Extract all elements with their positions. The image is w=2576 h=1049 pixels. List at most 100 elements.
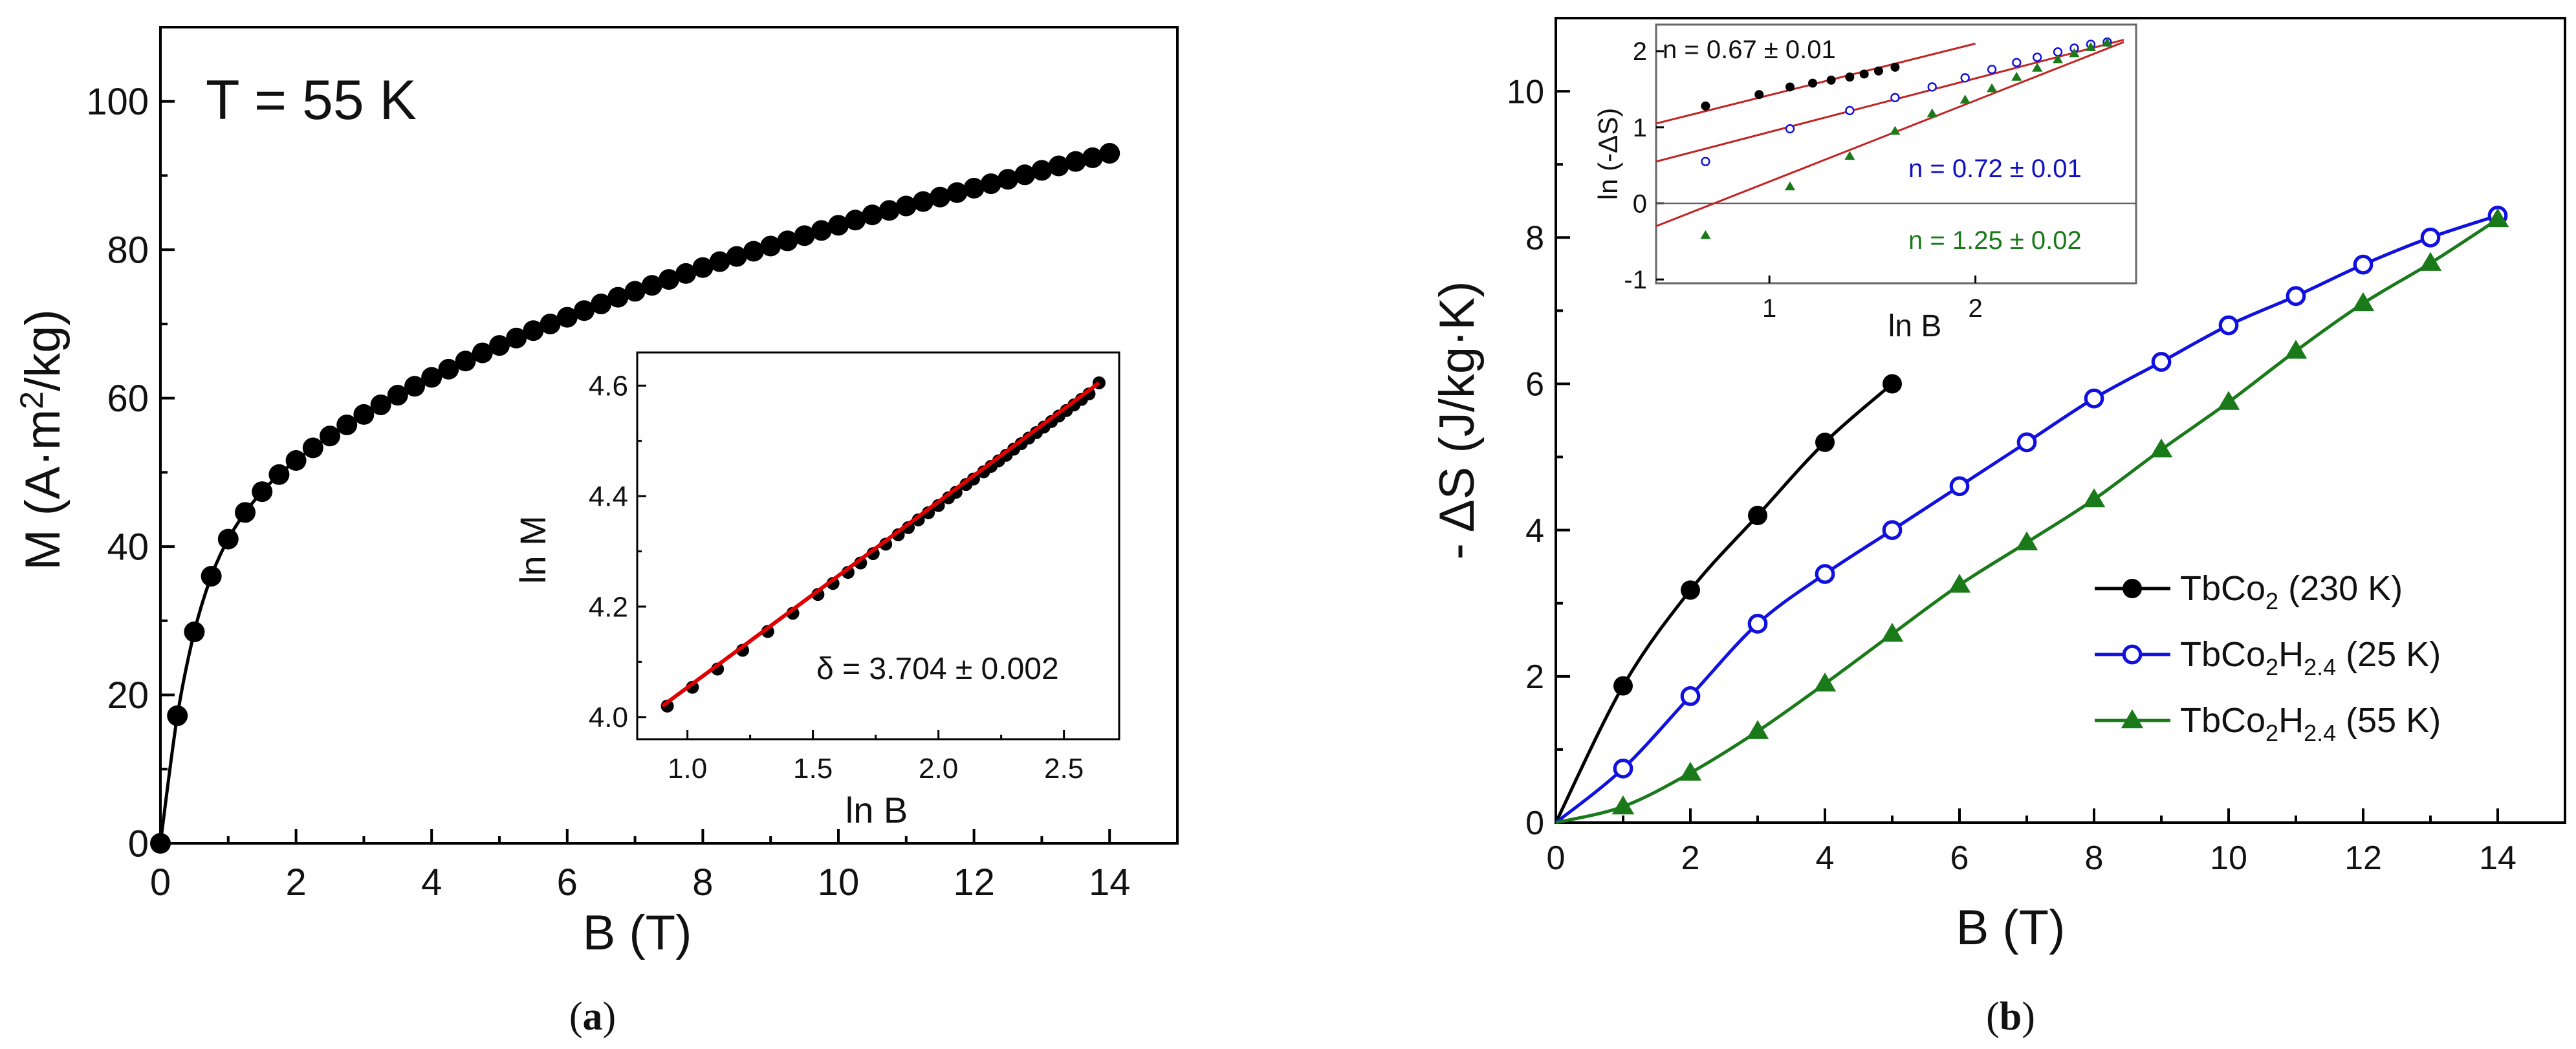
data-point (963, 177, 985, 199)
x-tick-label: 0 (150, 861, 171, 903)
inset-data-point (1808, 78, 1818, 88)
data-point (404, 376, 425, 397)
panel-b-label-letter: b (2000, 995, 2022, 1039)
panel-a-inset: 1.0 1.5 2.0 2.5 4.0 4.2 4.4 4.6 δ = 3.704 ± 0.… (512, 351, 1120, 830)
x-tick-label: 10 (2210, 839, 2247, 877)
series-line-1 (1554, 382, 1894, 824)
inset-fit-line (1655, 41, 2124, 228)
x-tick-label: 14 (1089, 861, 1131, 903)
legend-label-part: 2 (2265, 588, 2278, 614)
data-point (2151, 352, 2172, 372)
inset-data-point (1785, 124, 1795, 134)
panel-a-y-axis-label-end: /kg) (16, 309, 71, 391)
data-point (624, 281, 646, 302)
data-point (2419, 252, 2442, 271)
data-point (1681, 580, 1700, 600)
legend-label-part: 2 (2265, 720, 2278, 746)
legend-label-part: TbCo (2180, 569, 2265, 608)
data-point (1611, 795, 1635, 815)
data-point (895, 195, 917, 217)
panel-a-annotation: T = 55 K (206, 69, 417, 131)
legend-label: TbCo2H2.4 (25 K) (2180, 635, 2441, 680)
data-point (455, 351, 476, 372)
panel-b-label: (b) (1986, 995, 2035, 1039)
inset-data-point (2069, 48, 2080, 58)
y-tick-label: 4 (1525, 512, 1544, 550)
panel-a-inset-y-ticks: 4.0 4.2 4.4 4.6 (589, 371, 646, 733)
data-point (184, 622, 205, 643)
data-point (777, 230, 798, 252)
y-tick-label: 4.4 (589, 481, 628, 513)
data-point (217, 528, 239, 550)
y-tick-label: 40 (107, 526, 149, 568)
x-tick-label: 6 (1950, 839, 1969, 877)
panel-b-series (1554, 205, 2509, 825)
data-point (1881, 622, 1904, 642)
panel-a-y-axis-label-sup: 2 (14, 391, 50, 409)
data-point (930, 186, 951, 208)
y-tick-label: 4.0 (589, 702, 628, 733)
x-tick-label: 4 (421, 861, 442, 903)
panel-b-y-axis-label: - ΔS (J/kg·K) (1430, 281, 1485, 560)
inset-data-point (2052, 54, 2064, 63)
inset-data-point (2012, 58, 2022, 67)
data-point (574, 300, 595, 321)
data-point (1099, 143, 1120, 164)
data-point (201, 565, 222, 587)
legend-label-part: TbCo (2180, 701, 2265, 740)
data-point (2084, 388, 2104, 409)
inset-data-point (1960, 73, 1970, 83)
y-tick-label: 0 (1525, 805, 1544, 842)
data-point (387, 385, 408, 406)
inset-data-point (1784, 181, 1796, 191)
inset-data-point (1859, 69, 1869, 79)
data-point (692, 257, 714, 278)
inset-data-point (2085, 42, 2096, 51)
legend-marker (2123, 579, 2142, 598)
x-tick-label: 2 (1681, 839, 1700, 877)
panel-a-x-axis-label: B (T) (583, 905, 692, 960)
data-point (2352, 292, 2375, 312)
x-tick-label: 1.5 (793, 753, 833, 784)
legend-label-part: 2.4 (2304, 720, 2336, 746)
x-tick-label: 2.0 (919, 753, 958, 784)
data-point (167, 705, 188, 726)
y-tick-label: 2 (1525, 658, 1544, 696)
x-tick-label: 12 (2344, 839, 2382, 877)
data-point (1948, 574, 1971, 593)
legend-label-part: 2 (2265, 654, 2278, 680)
data-point (946, 182, 968, 203)
data-point (811, 220, 832, 241)
panel-a-x-ticks: 0 2 4 6 8 10 12 14 (150, 829, 1131, 903)
data-point (285, 450, 307, 471)
y-tick-label: 2 (1633, 38, 1647, 66)
x-tick-label: 14 (2479, 839, 2516, 877)
data-point (998, 169, 1018, 190)
inset-data-point (1927, 82, 1937, 92)
data-point (1949, 476, 1970, 497)
y-tick-label: 60 (107, 378, 149, 420)
panel-a-y-ticks: 0 20 40 60 80 100 (86, 81, 175, 865)
x-tick-label: 8 (2085, 839, 2104, 877)
inset-data-point (1700, 230, 1711, 239)
panel-a-inset-y-axis-label: ln M (512, 515, 553, 584)
inset-data-point (1826, 75, 1836, 85)
x-tick-label: 2 (1968, 294, 1982, 323)
data-point (794, 225, 815, 246)
inset-data-point (2011, 72, 2022, 81)
data-point (1031, 160, 1053, 181)
x-tick-label: 4 (1816, 839, 1835, 877)
y-tick-label: 100 (86, 81, 149, 123)
data-point (980, 173, 1001, 195)
data-point (1014, 164, 1036, 186)
x-tick-label: 0 (1547, 839, 1566, 877)
legend-label-part: TbCo (2180, 635, 2265, 674)
inset-data-point (1754, 90, 1764, 100)
legend-marker (2122, 644, 2143, 665)
panel-a-inset-fit-label: δ = 3.704 ± 0.002 (816, 652, 1059, 686)
data-point (1813, 672, 1837, 692)
data-point (472, 342, 493, 363)
data-point (591, 293, 612, 314)
panel-b-inset-x-axis-label: ln B (1888, 309, 1942, 343)
